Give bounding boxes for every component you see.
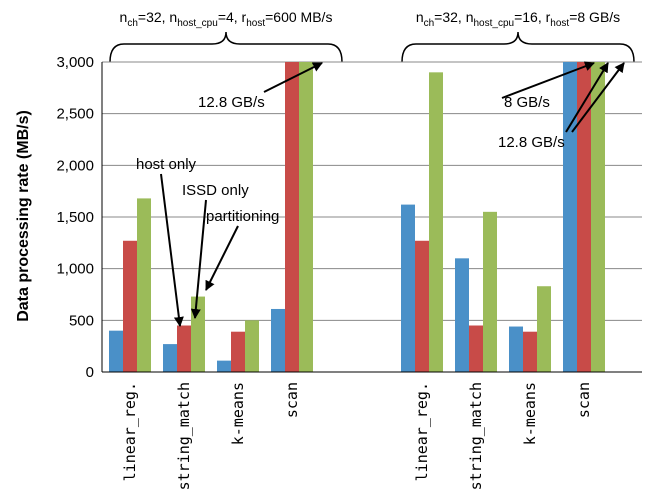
category-label: scan (283, 382, 301, 418)
annotation-group2-8gb: 8 GB/s (504, 94, 550, 111)
bar (523, 331, 537, 372)
y-tick-labels: 0 500 1,000 1,500 2,000 2,500 3,000 (56, 54, 94, 381)
group-2-brace (401, 31, 635, 63)
arrow-partitioning (205, 225, 239, 291)
category-labels: linear_reg. string_match k-means scan linear… (121, 382, 593, 490)
y-tick-label: 0 (86, 364, 94, 381)
bar (177, 325, 191, 372)
bar (509, 326, 523, 372)
bar (109, 330, 123, 372)
category-label: string_match (175, 382, 193, 490)
bars (109, 62, 605, 372)
y-tick-label: 3,000 (56, 54, 94, 71)
bar (577, 62, 591, 372)
arrow-group2-128gb-a (565, 62, 609, 133)
bar (231, 331, 245, 372)
bar (455, 258, 469, 372)
category-label: k-means (229, 382, 247, 445)
y-tick-label: 2,500 (56, 106, 94, 123)
group-1-brace (109, 31, 343, 63)
bar (469, 325, 483, 372)
bar (563, 62, 577, 372)
category-label: k-means (521, 382, 539, 445)
y-tick-label: 1,500 (56, 209, 94, 226)
y-tick-label: 2,000 (56, 157, 94, 174)
bar (163, 344, 177, 372)
bar (537, 286, 551, 372)
category-label: string_match (467, 382, 485, 490)
y-axis-label: Data processing rate (MB/s) (15, 110, 32, 322)
arrow-group2-128gb-b (571, 62, 625, 133)
category-label: linear_reg. (121, 382, 139, 481)
y-tick-label: 1,000 (56, 261, 94, 278)
bar (415, 240, 429, 372)
category-label: linear_reg. (413, 382, 431, 481)
bar (299, 62, 313, 372)
annotation-partitioning: partitioning (206, 208, 279, 225)
group-1-config-label: nch=32, nhost_cpu=4, rhost=600 MB/s (120, 9, 333, 29)
annotation-host-only: host only (136, 156, 197, 173)
arrow-issd-only (190, 199, 207, 319)
annotation-group2-128gb: 12.8 GB/s (498, 134, 565, 151)
arrow-group2-8gb (501, 61, 595, 99)
bar (483, 211, 497, 372)
bar (285, 62, 299, 372)
y-tick-label: 500 (69, 312, 94, 329)
group-2-config-label: nch=32, nhost_cpu=16, rhost=8 GB/s (416, 9, 620, 29)
bar (217, 360, 231, 372)
bar (429, 72, 443, 372)
annotation-issd-only: ISSD only (182, 182, 249, 199)
arrow-host-only (160, 173, 184, 327)
bar (137, 198, 151, 372)
annotation-group1-scan: 12.8 GB/s (198, 94, 265, 111)
bar (123, 240, 137, 372)
bar (271, 308, 285, 372)
arrow-group1-scan (263, 62, 323, 93)
bar (401, 204, 415, 372)
category-label: scan (575, 382, 593, 418)
bar (591, 62, 605, 372)
gridlines (102, 61, 642, 321)
bar (191, 296, 205, 372)
bar (245, 320, 259, 372)
